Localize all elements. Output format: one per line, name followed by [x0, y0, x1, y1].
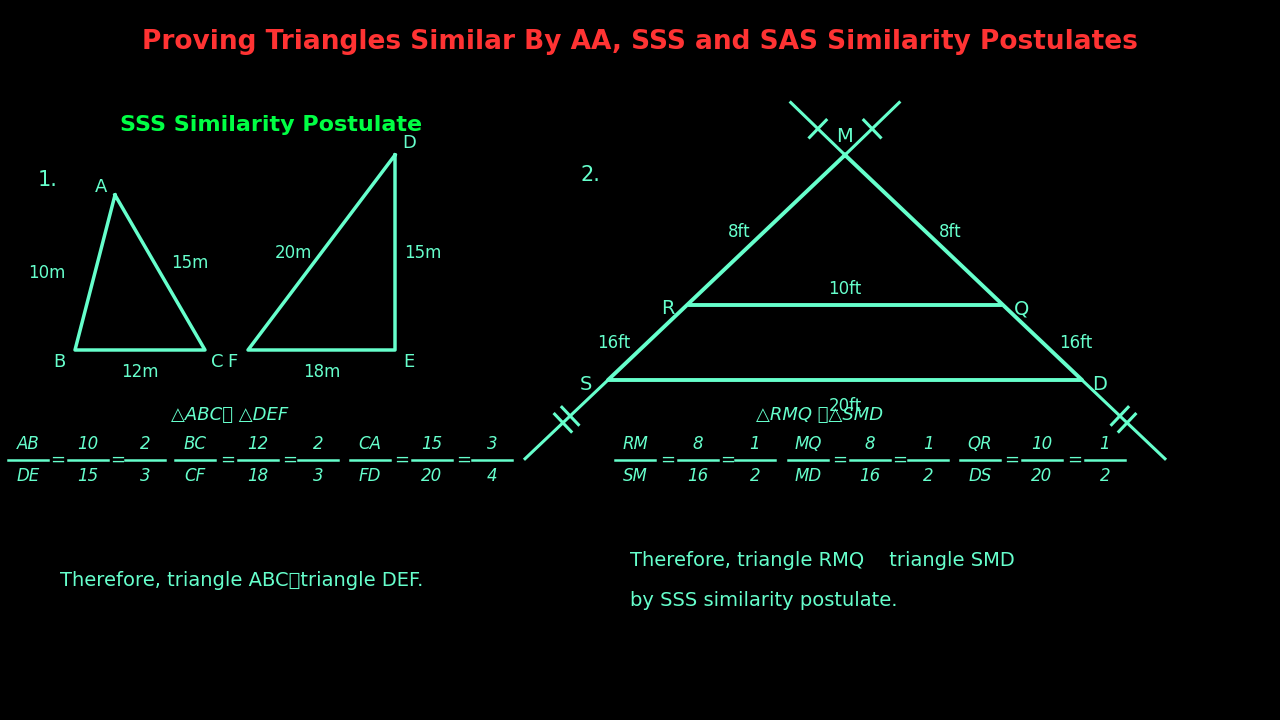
Text: 10: 10 [1032, 435, 1052, 453]
Text: CF: CF [184, 467, 206, 485]
Text: 20: 20 [1032, 467, 1052, 485]
Text: 3: 3 [486, 435, 498, 453]
Text: SSS Similarity Postulate: SSS Similarity Postulate [120, 115, 422, 135]
Text: 10ft: 10ft [828, 280, 861, 298]
Text: 8ft: 8ft [728, 223, 751, 241]
Text: M: M [837, 127, 854, 146]
Text: DE: DE [17, 467, 40, 485]
Text: =: = [832, 451, 847, 469]
Text: E: E [403, 353, 415, 371]
Text: D: D [1093, 374, 1107, 394]
Text: 15: 15 [77, 467, 99, 485]
Text: =: = [1068, 451, 1083, 469]
Text: AB: AB [17, 435, 40, 453]
Text: 2: 2 [140, 435, 150, 453]
Text: =: = [283, 451, 297, 469]
Text: S: S [580, 374, 593, 394]
Text: △ABC～ △DEF: △ABC～ △DEF [172, 406, 288, 424]
Text: =: = [110, 451, 125, 469]
Text: 18m: 18m [303, 363, 340, 381]
Text: D: D [402, 134, 416, 152]
Text: SM: SM [622, 467, 648, 485]
Text: MQ: MQ [795, 435, 822, 453]
Text: 16: 16 [687, 467, 709, 485]
Text: 16ft: 16ft [1060, 333, 1093, 351]
Text: QR: QR [968, 435, 992, 453]
Text: by SSS similarity postulate.: by SSS similarity postulate. [630, 590, 897, 610]
Text: 16: 16 [859, 467, 881, 485]
Text: DS: DS [969, 467, 992, 485]
Text: F: F [227, 353, 237, 371]
Text: 10m: 10m [28, 264, 65, 282]
Text: 8: 8 [692, 435, 703, 453]
Text: 1: 1 [923, 435, 933, 453]
Text: =: = [660, 451, 676, 469]
Text: 15: 15 [421, 435, 443, 453]
Text: 18: 18 [247, 467, 269, 485]
Text: 20m: 20m [275, 243, 312, 261]
Text: 2: 2 [923, 467, 933, 485]
Text: 8: 8 [865, 435, 876, 453]
Text: 1.: 1. [38, 170, 58, 190]
Text: 16ft: 16ft [598, 333, 631, 351]
Text: A: A [95, 178, 108, 196]
Text: Therefore, triangle ABC～triangle DEF.: Therefore, triangle ABC～triangle DEF. [60, 570, 424, 590]
Text: =: = [1005, 451, 1019, 469]
Text: CA: CA [358, 435, 381, 453]
Text: Therefore, triangle RMQ    triangle SMD: Therefore, triangle RMQ triangle SMD [630, 551, 1015, 570]
Text: R: R [662, 300, 675, 318]
Text: 15m: 15m [404, 243, 442, 261]
Text: 4: 4 [486, 467, 498, 485]
Text: =: = [457, 451, 471, 469]
Text: 2.: 2. [580, 165, 600, 185]
Text: RM: RM [622, 435, 648, 453]
Text: 15m: 15m [172, 253, 209, 271]
Text: 12: 12 [247, 435, 269, 453]
Text: 2: 2 [312, 435, 324, 453]
Text: 1: 1 [1100, 435, 1110, 453]
Text: 20: 20 [421, 467, 443, 485]
Text: 2: 2 [1100, 467, 1110, 485]
Text: 8ft: 8ft [940, 223, 961, 241]
Text: B: B [52, 353, 65, 371]
Text: =: = [721, 451, 736, 469]
Text: 2: 2 [750, 467, 760, 485]
Text: =: = [50, 451, 65, 469]
Text: C: C [211, 353, 223, 371]
Text: MD: MD [795, 467, 822, 485]
Text: Proving Triangles Similar By AA, SSS and SAS Similarity Postulates: Proving Triangles Similar By AA, SSS and… [142, 29, 1138, 55]
Text: 1: 1 [750, 435, 760, 453]
Text: 12m: 12m [122, 363, 159, 381]
Text: 3: 3 [140, 467, 150, 485]
Text: 3: 3 [312, 467, 324, 485]
Text: =: = [220, 451, 236, 469]
Text: =: = [892, 451, 908, 469]
Text: Q: Q [1014, 300, 1029, 318]
Text: =: = [394, 451, 410, 469]
Text: 20ft: 20ft [828, 397, 861, 415]
Text: BC: BC [183, 435, 206, 453]
Text: △RMQ ～△SMD: △RMQ ～△SMD [756, 406, 883, 424]
Text: 10: 10 [77, 435, 99, 453]
Text: FD: FD [358, 467, 381, 485]
